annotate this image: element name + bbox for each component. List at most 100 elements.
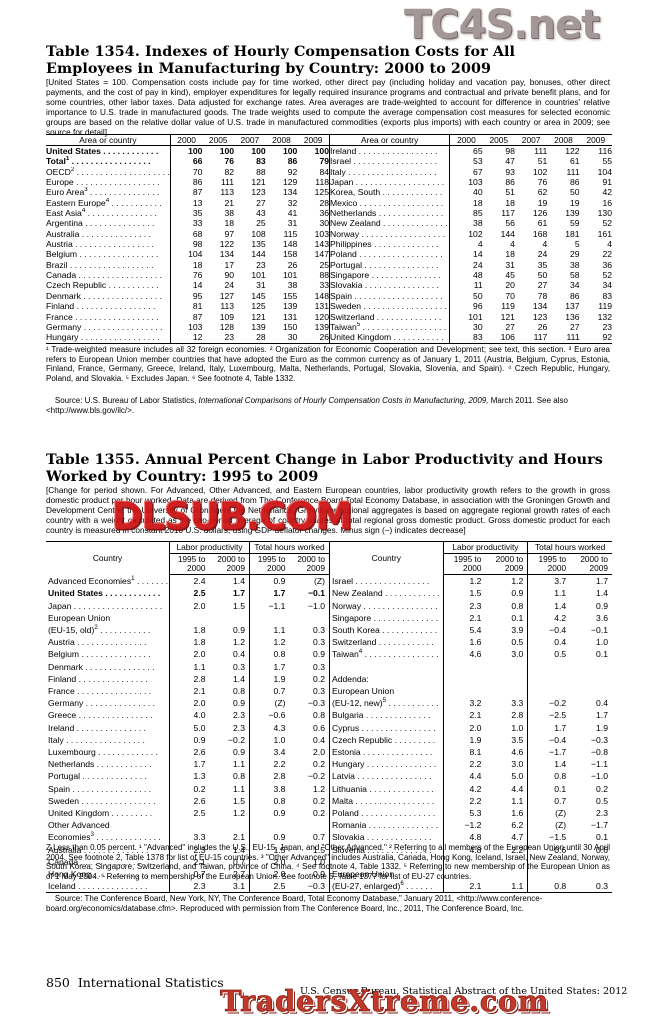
leader-dots: . . . . . . . . . . . . . . . . xyxy=(76,710,153,721)
data-cell: 66 xyxy=(169,156,203,167)
row-label: United Kingdom . . . . . . . . . xyxy=(48,808,153,819)
leader-dots: . . . . . . . . . . . . . xyxy=(95,747,158,758)
data-cell: 86 xyxy=(287,156,298,167)
data-cell: 0.6 xyxy=(313,722,325,733)
row-label: Economies3 . . . . . . . . . . . . . . xyxy=(48,831,161,843)
data-cell: 148 xyxy=(314,290,329,301)
leader-dots: . . . . . . . . . . . . . . . xyxy=(360,747,433,758)
data-cell: 30 xyxy=(319,218,329,229)
data-cell: 68 xyxy=(169,228,203,240)
table-row: Norway . . . . . . . . . . . . . . . . 2… xyxy=(329,599,613,612)
col-header-1995-2000-lp: 1995 to 2000 xyxy=(169,553,210,576)
data-cell: 0.9 xyxy=(248,574,290,588)
data-cell: 2.3 xyxy=(596,808,608,819)
data-cell: 1.3 xyxy=(169,770,210,783)
data-cell xyxy=(210,819,250,831)
data-cell: (Z) xyxy=(248,697,290,710)
data-cell: 2.0 xyxy=(442,721,486,734)
data-cell: 139 xyxy=(251,321,266,332)
row-label: Israel . . . . . . . . . . . . . . . . .… xyxy=(328,156,450,167)
row-label: Singapore . . . . . . . . . . . . . . xyxy=(329,611,444,624)
data-cell: 1.6 xyxy=(511,808,524,819)
data-cell: 1.2 xyxy=(313,783,325,794)
leader-dots: . . . . . . . . . . . . . . . xyxy=(79,228,152,239)
data-cell: 100 xyxy=(282,146,298,156)
data-cell: 50 xyxy=(570,187,580,198)
data-cell: 31 xyxy=(287,218,298,229)
data-cell: 50 xyxy=(537,270,548,281)
leader-dots: . . . . . . . . . . . . . . . . xyxy=(78,856,155,867)
data-cell: 158 xyxy=(282,249,298,260)
data-cell: 2.1 xyxy=(442,709,486,722)
leader-dots: . . . . . . . . . . . . . . . . xyxy=(359,722,436,733)
data-cell: 131 xyxy=(314,301,329,312)
source-prefix: Source: U.S. Bureau of Labor Statistics, xyxy=(54,396,197,405)
table-row: Czech Republic . . . . . . . . . . . 14 2… xyxy=(46,280,329,291)
data-cell: 1.1 xyxy=(233,783,245,794)
data-cell: 1.9 xyxy=(442,733,486,747)
leader-dots: . . . . . . . . . . . . xyxy=(376,637,434,648)
data-cell: −1.7 xyxy=(527,746,571,759)
table-row: Australia . . . . . . . . . . . . . . . … xyxy=(46,228,329,240)
data-cell xyxy=(570,673,612,685)
data-cell: 5 xyxy=(574,239,580,250)
data-cell: 38 xyxy=(449,218,483,229)
leader-dots: . . . . . . . . . . . . . . . . . xyxy=(72,239,154,250)
data-cell: 103 xyxy=(169,321,203,333)
data-cell: 14 xyxy=(169,280,203,291)
data-cell: 38 xyxy=(287,280,298,291)
row-label: Czech Republic . . . . . . . . . xyxy=(329,733,444,747)
table-row: (EU-15, old)2 . . . . . . . . . . . 1.8 0… xyxy=(46,624,329,637)
data-cell: 0.2 xyxy=(313,808,325,819)
leader-dots: . . . . . . . . . . . . . . . . . . xyxy=(359,228,446,239)
table-header: Area or country 2000 2005 2007 2008 2009 xyxy=(46,134,329,146)
data-cell: 83 xyxy=(256,156,266,167)
data-cell: 148 xyxy=(282,239,298,250)
data-cell: 0.3 xyxy=(313,661,325,672)
leader-dots: . . . . . . . . . . . . . . . . xyxy=(74,686,152,697)
row-label: Netherlands . . . . . . . . . . . . xyxy=(48,759,152,770)
table-1354: Area or country 2000 2005 2007 2008 2009… xyxy=(46,134,612,344)
data-cell: 168 xyxy=(532,228,548,239)
table-1354-title: Table 1354. Indexes of Hourly Compensati… xyxy=(46,44,516,77)
data-cell: 0.9 xyxy=(313,649,325,660)
data-cell: 29 xyxy=(570,249,580,260)
data-cell: 3.3 xyxy=(169,831,210,844)
row-label: Poland . . . . . . . . . . . . . . . . xyxy=(329,807,444,820)
data-cell: 91 xyxy=(602,177,612,188)
data-cell: 4.3 xyxy=(248,721,290,734)
table-row: Slovakia . . . . . . . . . . . . . . 4.8… xyxy=(329,831,613,844)
data-cell: −1.1 xyxy=(591,759,608,770)
leader-dots: . . . . . . . . . . . . . . . . . . . xyxy=(71,600,163,611)
table-row: (EU-12, new)5 . . . . . . . . . . . 3.2 3… xyxy=(329,697,613,710)
leader-dots: . . . . . . . . . . . . xyxy=(100,146,159,156)
data-cell: 106 xyxy=(500,332,515,343)
row-label: European Union xyxy=(329,685,444,698)
data-cell: 65 xyxy=(449,145,483,157)
data-cell: 4.6 xyxy=(442,648,486,661)
data-cell: −0.2 xyxy=(228,734,245,745)
row-label: Poland . . . . . . . . . . . . . . . . .… xyxy=(328,249,450,260)
data-cell: 120 xyxy=(314,311,329,322)
data-cell: 113 xyxy=(220,187,235,198)
data-cell: −0.6 xyxy=(248,709,290,722)
data-cell: (Z) xyxy=(314,576,325,587)
data-cell: 0.7 xyxy=(527,794,571,808)
row-label: Cyprus . . . . . . . . . . . . . . . . xyxy=(329,721,444,734)
data-cell xyxy=(527,868,571,881)
table-1355-right-half: Country Labor productivity Total hours w… xyxy=(329,541,612,893)
table-row xyxy=(329,660,613,673)
table-row: Finland . . . . . . . . . . . . . . . . … xyxy=(46,301,329,312)
data-cell: 81 xyxy=(169,301,203,312)
col-header-2007: 2007 xyxy=(234,134,266,146)
table-row: Taiwan5 . . . . . . . . . . . . . . . . … xyxy=(328,321,612,333)
col-header-country: Area or country xyxy=(46,134,171,146)
data-cell: 50 xyxy=(449,290,483,302)
row-label: European Union xyxy=(48,612,111,623)
leader-dots: . . . . . . . . . . . . . . . . . . . xyxy=(351,290,443,301)
data-cell: 92 xyxy=(602,332,612,343)
data-cell: −1.7 xyxy=(591,820,608,831)
data-cell: 1.6 xyxy=(442,636,486,649)
data-cell: 31 xyxy=(505,259,515,270)
data-cell: 116 xyxy=(598,146,612,156)
